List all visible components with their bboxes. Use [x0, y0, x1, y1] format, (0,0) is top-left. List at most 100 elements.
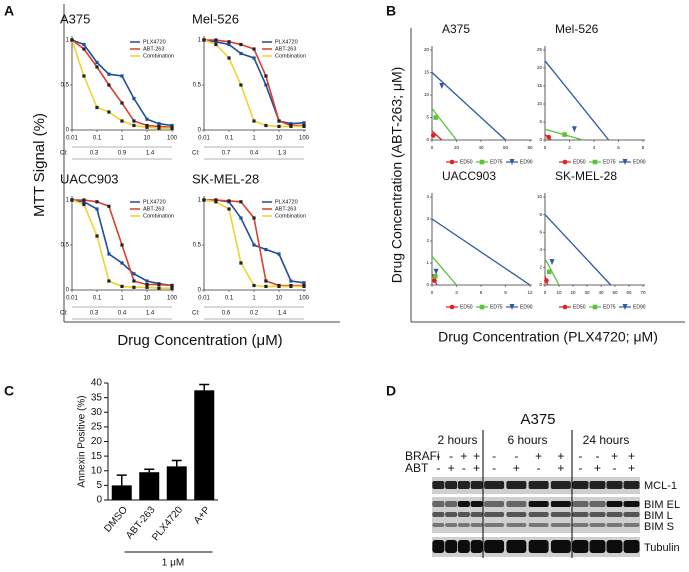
- treatment-sign: -: [579, 461, 583, 475]
- blot-title: A375: [520, 411, 555, 428]
- legend-label: PLX4720: [143, 39, 166, 45]
- data-point: [252, 283, 256, 288]
- band: [445, 501, 458, 507]
- treatment-sign: -: [436, 449, 440, 463]
- data-point: [157, 283, 161, 287]
- y-tick-label: 3: [426, 216, 429, 221]
- y-tick-label: 0: [66, 128, 70, 134]
- combination-point: [562, 132, 567, 137]
- bar: [166, 466, 187, 500]
- bar: [194, 390, 215, 500]
- y-tick-label: 25: [537, 47, 543, 52]
- y-tick-label: 0: [426, 137, 429, 142]
- y-axis-label: MTT Signal (%): [31, 113, 48, 217]
- legend-label: ABT-263: [143, 206, 164, 212]
- y-tick-label: 15: [424, 70, 430, 75]
- x-tick-label: 3: [455, 290, 458, 295]
- band: [470, 481, 483, 489]
- error-bar: [199, 383, 210, 391]
- band: [432, 540, 445, 553]
- y-tick-label: 0: [539, 137, 542, 142]
- data-point: [145, 117, 149, 121]
- legend-label: Combination: [275, 213, 306, 219]
- band: [470, 540, 483, 553]
- protein-label: BIM S: [644, 521, 674, 533]
- ci-value: 0.2: [250, 311, 259, 317]
- data-point: [120, 284, 124, 288]
- ci-value: 1.4: [146, 311, 155, 317]
- data-point: [214, 198, 218, 202]
- combination-point: [479, 159, 485, 165]
- annotation: 1 μM: [162, 558, 184, 569]
- x-tick-label: 0.01: [198, 136, 210, 142]
- combination-point: [546, 134, 551, 140]
- data-point: [107, 72, 111, 76]
- data-point: [82, 200, 86, 204]
- band: [470, 523, 483, 527]
- data-point: [157, 286, 161, 290]
- data-point: [132, 123, 136, 128]
- y-tick-label: 5: [96, 480, 102, 491]
- x-tick-label: 1: [252, 296, 256, 302]
- y-tick-label: 15: [537, 83, 543, 88]
- x-tick-label: 8: [642, 145, 645, 150]
- data-point: [157, 122, 161, 126]
- protein-label: Tubulin: [644, 542, 680, 554]
- error-bar: [144, 468, 155, 473]
- treatment-sign: +: [513, 461, 520, 475]
- band: [432, 512, 445, 517]
- band: [606, 512, 623, 517]
- legend-label: ED75: [603, 159, 616, 165]
- band: [572, 540, 589, 553]
- x-tick-label: 40: [598, 290, 604, 295]
- data-point: [227, 40, 231, 44]
- data-point: [145, 283, 149, 287]
- data-point: [95, 200, 99, 204]
- band: [484, 540, 505, 553]
- data-point: [239, 261, 243, 265]
- y-tick-label: 0: [66, 288, 70, 294]
- x-tick-label: 6: [480, 290, 483, 295]
- x-tick-label: 10: [144, 296, 151, 302]
- y-tick-label: 20: [537, 65, 543, 70]
- ci-value: 1.3: [278, 151, 287, 157]
- combination-point: [433, 115, 438, 120]
- ci-label: CI:: [60, 151, 68, 157]
- isobole: [431, 218, 531, 286]
- band: [457, 523, 470, 527]
- ci-value: 0.7: [222, 151, 231, 157]
- data-point: [252, 119, 256, 123]
- y-tick-label: 35: [91, 392, 103, 403]
- band: [550, 481, 571, 489]
- data-point: [264, 123, 268, 128]
- band: [606, 523, 623, 527]
- band: [445, 512, 458, 517]
- treatment-label: BRAFi: [405, 449, 440, 463]
- data-point: [145, 285, 149, 289]
- band: [606, 481, 623, 489]
- data-point: [227, 207, 231, 211]
- y-tick-label: 0.5: [193, 243, 202, 249]
- data-point: [277, 119, 281, 123]
- band: [432, 523, 445, 527]
- data-point: [170, 123, 174, 128]
- band: [606, 501, 623, 507]
- data-point: [264, 284, 268, 288]
- chart-title: A375: [60, 11, 90, 26]
- data-point: [264, 279, 268, 283]
- data-point: [170, 126, 174, 130]
- data-point: [132, 272, 136, 276]
- ci-label: CI:: [192, 151, 200, 157]
- y-tick-label: 0.5: [61, 243, 70, 249]
- x-tick-label: 80: [527, 145, 533, 150]
- combination-point: [449, 304, 455, 310]
- data-point: [132, 119, 136, 123]
- x-tick-label: 9: [504, 290, 507, 295]
- time-label: 6 hours: [507, 433, 547, 447]
- x-tick-label: 20: [454, 145, 460, 150]
- legend-label: ED90: [633, 159, 646, 165]
- y-tick-label: 0.5: [61, 83, 70, 89]
- chart-title: A375: [442, 22, 470, 36]
- data-point: [145, 279, 149, 283]
